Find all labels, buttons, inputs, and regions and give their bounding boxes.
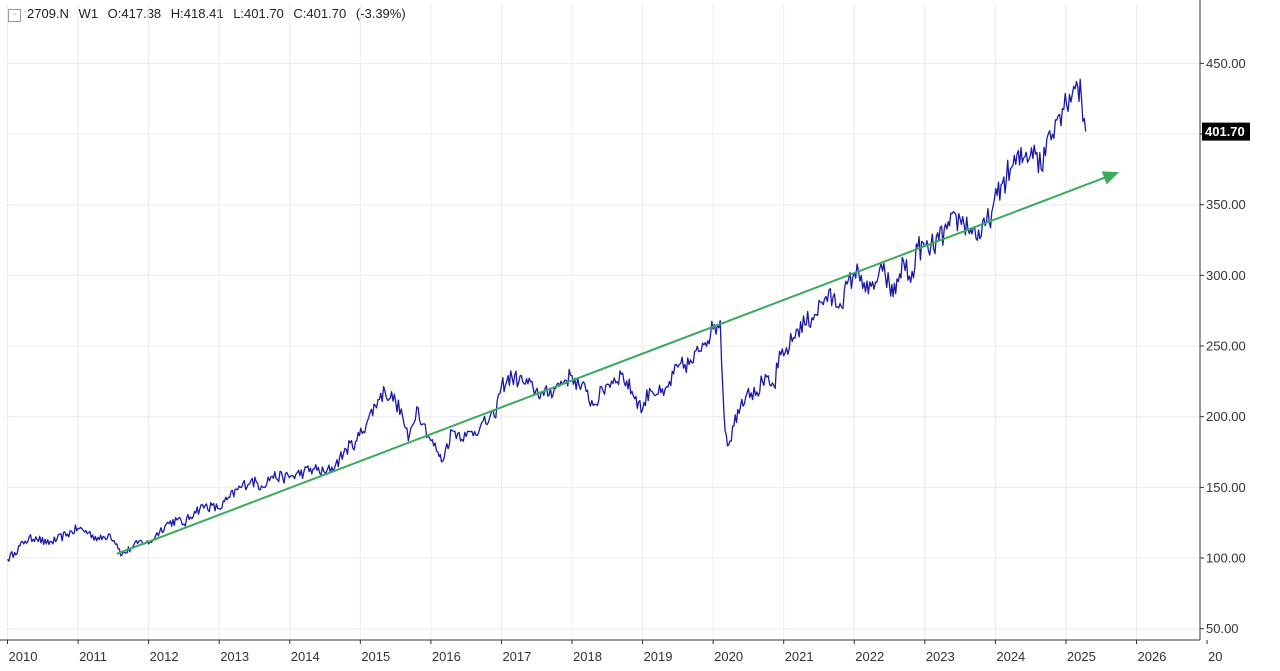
y-tick-label: 450.00 (1206, 56, 1246, 71)
x-tick-label: 2019 (644, 649, 673, 664)
collapse-icon[interactable]: - (8, 9, 21, 22)
y-tick-label: 150.00 (1206, 480, 1246, 495)
symbol-label: 2709.N (27, 6, 69, 21)
x-tick-label: 2024 (996, 649, 1025, 664)
y-tick-label: 100.00 (1206, 551, 1246, 566)
x-tick-label: 2013 (220, 649, 249, 664)
x-tick-label: 2014 (291, 649, 320, 664)
x-tick-label: 2021 (785, 649, 814, 664)
x-tick-label: 2020 (714, 649, 743, 664)
x-tick-label: 2018 (573, 649, 602, 664)
open-value: O:417.38 (107, 6, 162, 21)
chart-header: -2709.N W1 O:417.38 H:418.41 L:401.70 C:… (8, 6, 412, 22)
change-percent: (-3.39%) (355, 6, 406, 21)
y-tick-label: 50.00 (1206, 621, 1239, 636)
close-value: C:401.70 (293, 6, 347, 21)
y-tick-label: 300.00 (1206, 268, 1246, 283)
x-tick-label: 2026 (1137, 649, 1166, 664)
last-price-label: 401.70 (1205, 124, 1245, 139)
interval-label: W1 (78, 6, 99, 21)
x-tick-label: 2025 (1067, 649, 1096, 664)
x-tick-label: 2022 (855, 649, 884, 664)
low-value: L:401.70 (233, 6, 284, 21)
high-value: H:418.41 (170, 6, 224, 21)
trend-arrow (116, 171, 1120, 555)
x-tick-label: 2012 (150, 649, 179, 664)
y-tick-label: 350.00 (1206, 197, 1246, 212)
y-tick-label: 250.00 (1206, 339, 1246, 354)
price-line (6, 78, 1087, 562)
x-tick-label: 2011 (79, 649, 107, 664)
x-tick-label: 2015 (361, 649, 390, 664)
x-tick-label: 2017 (502, 649, 531, 664)
x-tick-label: 2016 (432, 649, 461, 664)
y-tick-label: 200.00 (1206, 409, 1246, 424)
x-tick-label: 20 (1208, 649, 1222, 664)
last-price-badge (1202, 122, 1250, 141)
x-tick-label: 2023 (926, 649, 955, 664)
x-tick-label: 2010 (9, 649, 38, 664)
